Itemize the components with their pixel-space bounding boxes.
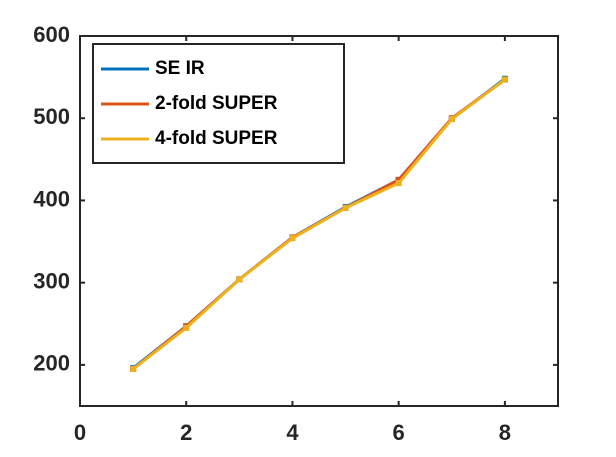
data-point (395, 180, 402, 187)
data-point (501, 76, 508, 83)
x-tick-label: 8 (499, 420, 511, 445)
legend-label: SE IR (155, 58, 205, 79)
axes-box (79, 35, 559, 407)
data-point (289, 235, 296, 242)
data-point (236, 276, 243, 283)
x-tick-label: 6 (393, 420, 405, 445)
y-tick-label: 600 (33, 22, 70, 47)
y-tick-label: 500 (33, 104, 70, 129)
x-tick-label: 0 (74, 420, 86, 445)
y-tick-label: 400 (33, 186, 70, 211)
data-line (132, 78, 506, 371)
data-point (342, 204, 349, 211)
data-point (130, 366, 137, 372)
data-point (183, 324, 190, 331)
legend-label: 4-fold SUPER (155, 128, 278, 149)
data-point (448, 116, 455, 123)
legend-label: 2-fold SUPER (155, 93, 278, 114)
x-tick-label: 4 (286, 420, 299, 445)
x-tick-label: 2 (180, 420, 192, 445)
y-tick-label: 300 (33, 268, 70, 293)
y-tick-label: 200 (33, 351, 70, 376)
data-point (395, 176, 402, 183)
